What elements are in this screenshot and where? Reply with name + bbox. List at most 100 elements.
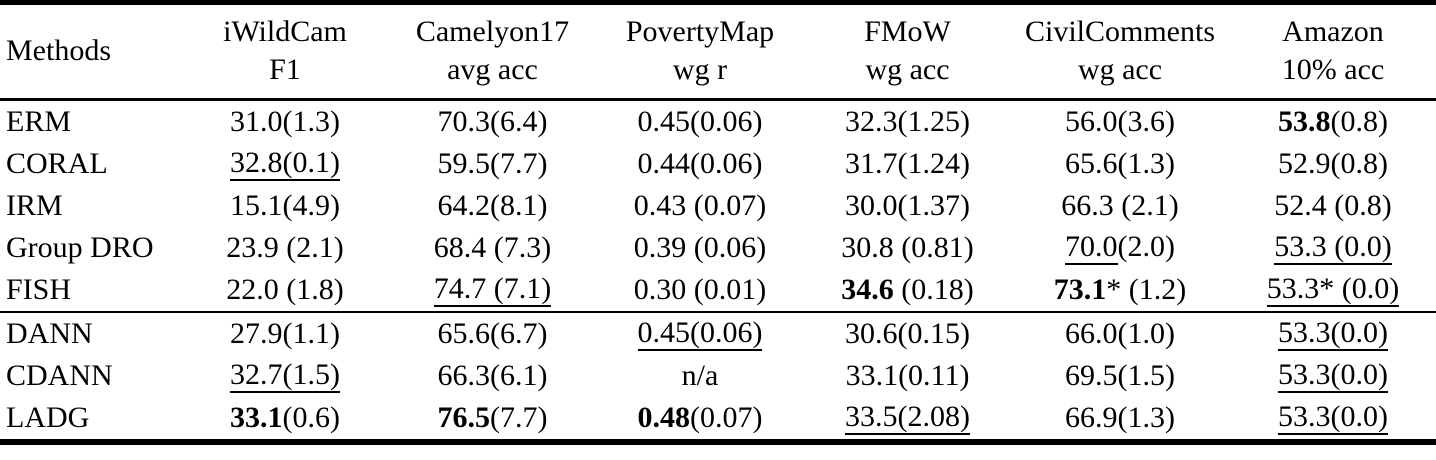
result-cell-fmow: 34.6 (0.18) [805,269,1010,313]
column-header-line1: Camelyon17 [415,15,570,48]
result-cell-povertymap: n/a [595,355,805,397]
result-cell-povertymap: 0.30 (0.01) [595,269,805,313]
result-cell-amazon: 53.3(0.0) [1230,355,1436,397]
result-value-segment: 76.5 [437,401,491,435]
result-cell-camelyon17: 65.6(6.7) [390,312,595,355]
result-value-segment: 0.39 (0.06) [633,231,767,265]
result-cell-camelyon17: 68.4 (7.3) [390,227,595,269]
result-value-segment: 53.3(0.0) [1278,401,1388,436]
result-value-segment: (0.07) [690,401,763,435]
column-header-methods: Methods [0,2,180,101]
result-value-segment: 31.0(1.3) [230,105,340,139]
result-cell-camelyon17: 70.3(6.4) [390,100,595,144]
column-header-line2: wg acc [865,52,950,86]
result-cell-camelyon17: 66.3(6.1) [390,355,595,397]
column-header-line2: wg r [672,52,728,86]
table-row-ladg: LADG 33.1(0.6) 76.5(7.7) 0.48(0.07) 33.5(2.0… [0,397,1436,442]
result-value-segment: 65.6(1.3) [1065,147,1175,181]
method-name: CORAL [6,147,108,181]
result-value-segment: 59.5(7.7) [437,147,548,181]
result-cell-povertymap: 0.45(0.06) [595,100,805,144]
result-cell-civilcomments: 73.1* (1.2) [1010,269,1230,313]
result-cell-civilcomments: 56.0(3.6) [1010,100,1230,144]
result-cell-camelyon17: 76.5(7.7) [390,397,595,442]
results-table: Methods iWildCam F1 Camelyon17 avg acc Povert… [0,0,1436,445]
result-value-segment: 32.8(0.1) [230,147,340,182]
result-cell-fmow: 30.0(1.37) [805,185,1010,227]
result-value-segment: (0.18) [893,273,974,307]
table-row-group-dro: Group DRO 23.9 (2.1) 68.4 (7.3) 0.39 (0.06)… [0,227,1436,269]
column-header-civilcomments: CivilComments wg acc [1010,2,1230,101]
result-cell-amazon: 53.3* (0.0) [1230,269,1436,313]
result-value-segment: (2.0) [1117,229,1175,263]
result-value-segment: 70.3(6.4) [437,105,548,139]
result-cell-civilcomments: 70.0(2.0) [1010,227,1230,269]
result-value-segment: 30.6(0.15) [845,317,970,351]
result-value-segment: 52.4 (0.8) [1274,189,1392,223]
result-cell-civilcomments: 66.3 (2.1) [1010,185,1230,227]
result-value-segment: 0.45(0.06) [637,317,763,352]
result-cell-civilcomments: 66.0(1.0) [1010,312,1230,355]
result-cell-civilcomments: 66.9(1.3) [1010,397,1230,442]
header-row: Methods iWildCam F1 Camelyon17 avg acc Povert… [0,2,1436,101]
result-cell-civilcomments: 65.6(1.3) [1010,143,1230,185]
table-row-irm: IRM 15.1(4.9) 64.2(8.1) 0.43 (0.07) 30.0(1.3… [0,185,1436,227]
column-header-line1: iWildCam [223,15,347,48]
result-value-segment: 34.6 [841,273,894,307]
column-header-amazon: Amazon 10% acc [1230,2,1436,101]
result-value-segment: 23.9 (2.1) [226,231,344,265]
result-value-segment: 53.3(0.0) [1278,359,1388,394]
result-cell-fmow: 30.6(0.15) [805,312,1010,355]
result-cell-camelyon17: 59.5(7.7) [390,143,595,185]
result-cell-camelyon17: 74.7 (7.1) [390,269,595,313]
result-cell-iwildcam: 15.1(4.9) [180,185,390,227]
result-value-segment: 66.0(1.0) [1065,317,1175,351]
result-value-segment: (0.6) [282,401,340,435]
result-cell-povertymap: 0.45(0.06) [595,312,805,355]
column-header-iwildcam: iWildCam F1 [180,2,390,101]
result-cell-iwildcam: 23.9 (2.1) [180,227,390,269]
table-row-dann: DANN 27.9(1.1) 65.6(6.7) 0.45(0.06) 30.6(0.1… [0,312,1436,355]
result-cell-amazon: 52.4 (0.8) [1230,185,1436,227]
result-value-segment: (0.8) [1330,105,1388,139]
result-cell-iwildcam: 32.8(0.1) [180,143,390,185]
result-value-segment: 0.45(0.06) [637,105,763,139]
result-value-segment: 32.3(1.25) [845,105,970,139]
method-name: FISH [0,269,180,313]
result-cell-amazon: 53.3(0.0) [1230,397,1436,442]
table-row-coral: CORAL 32.8(0.1) 59.5(7.7) 0.44(0.06) 31.7(1.… [0,143,1436,185]
result-value-segment: 74.7 (7.1) [433,273,552,308]
result-cell-amazon: 53.8(0.8) [1230,100,1436,144]
result-cell-fmow: 31.7(1.24) [805,143,1010,185]
method-name: IRM [6,189,63,223]
result-value-segment: 15.1(4.9) [230,189,340,223]
result-value-segment: 0.43 (0.07) [633,189,767,223]
column-header-line1: PovertyMap [625,15,775,48]
result-value-segment: 30.0(1.37) [845,189,970,223]
result-cell-amazon: 53.3(0.0) [1230,312,1436,355]
result-value-segment: 66.9(1.3) [1065,401,1175,435]
result-value-segment: * (1.2) [1106,273,1187,307]
result-value-segment: 0.48 [637,401,691,435]
result-value-segment: 33.1 [230,401,283,435]
method-name: CDANN [6,359,113,393]
result-value-segment: 70.0 [1065,231,1118,266]
result-value-segment: 66.3 (2.1) [1061,189,1179,223]
result-value-segment: 53.3(0.0) [1278,317,1388,352]
result-value-segment: 52.9(0.8) [1278,147,1388,181]
result-cell-iwildcam: 33.1(0.6) [180,397,390,442]
result-cell-povertymap: 0.44(0.06) [595,143,805,185]
column-header-povertymap: PovertyMap wg r [595,2,805,101]
table-body: ERM 31.0(1.3) 70.3(6.4) 0.45(0.06) 32.3(1.25… [0,100,1436,443]
result-cell-fmow: 30.8 (0.81) [805,227,1010,269]
result-value-segment: (7.7) [490,401,548,435]
result-cell-fmow: 33.1(0.11) [805,355,1010,397]
table-header: Methods iWildCam F1 Camelyon17 avg acc Povert… [0,2,1436,101]
result-value-segment: 0.44(0.06) [637,147,763,181]
result-value-segment: 56.0(3.6) [1065,105,1175,139]
result-cell-civilcomments: 69.5(1.5) [1010,355,1230,397]
table-row-erm: ERM 31.0(1.3) 70.3(6.4) 0.45(0.06) 32.3(1.25… [0,100,1436,144]
result-cell-povertymap: 0.48(0.07) [595,397,805,442]
result-value-segment: 68.4 (7.3) [433,231,552,265]
